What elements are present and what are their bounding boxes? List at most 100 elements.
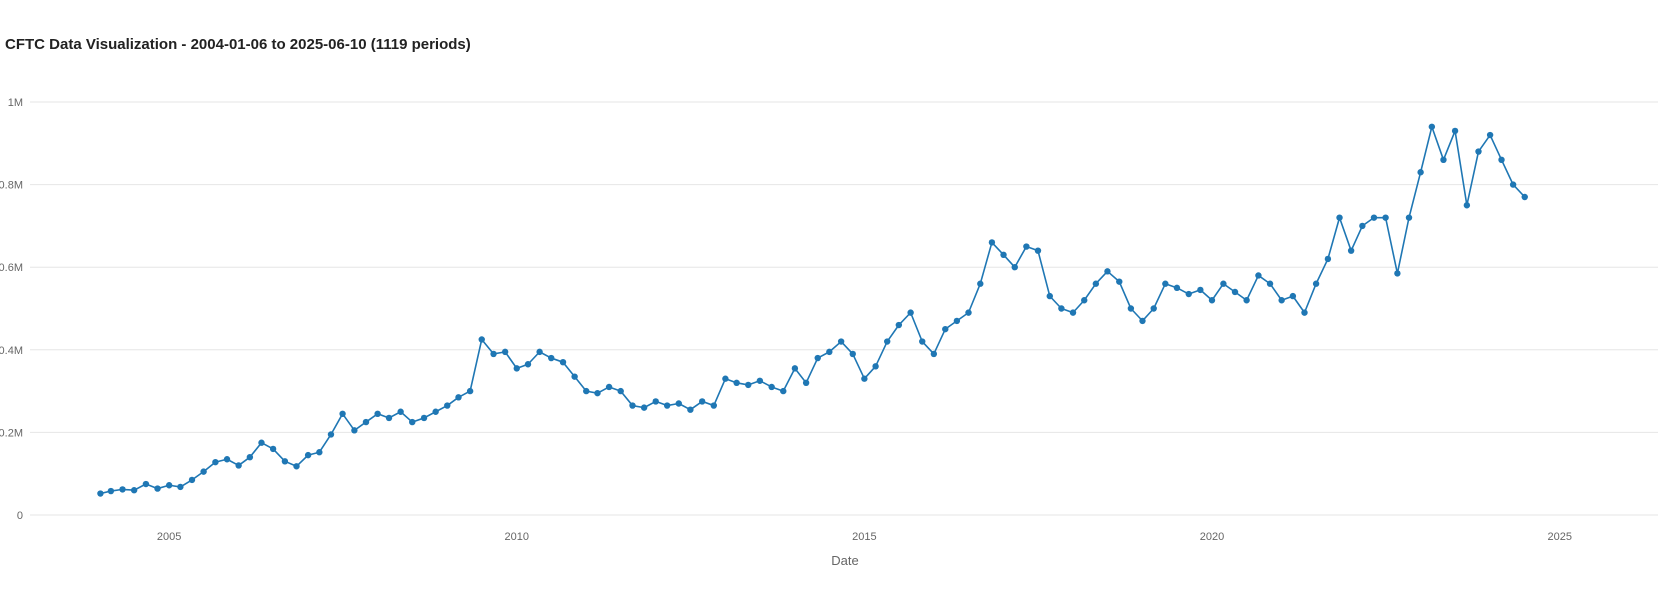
data-point[interactable]	[1405, 214, 1413, 221]
data-point[interactable]	[281, 458, 289, 465]
data-point[interactable]	[1278, 297, 1285, 304]
data-point[interactable]	[826, 348, 833, 356]
data-point[interactable]	[1058, 305, 1065, 312]
data-point[interactable]	[571, 373, 578, 380]
data-point[interactable]	[895, 321, 903, 329]
data-point[interactable]	[802, 379, 810, 387]
data-point[interactable]	[884, 338, 891, 345]
data-point[interactable]	[1069, 309, 1077, 316]
data-point[interactable]	[1451, 127, 1459, 135]
data-point[interactable]	[374, 410, 381, 418]
data-point[interactable]	[722, 375, 729, 382]
data-point[interactable]	[1440, 156, 1447, 164]
data-point[interactable]	[733, 379, 740, 387]
data-point[interactable]	[154, 485, 161, 492]
data-point[interactable]	[97, 490, 104, 497]
data-point[interactable]	[1382, 214, 1389, 221]
data-point[interactable]	[524, 361, 532, 368]
data-point[interactable]	[316, 449, 323, 456]
data-point[interactable]	[942, 325, 949, 333]
data-point[interactable]	[1324, 255, 1332, 263]
data-point[interactable]	[1104, 268, 1111, 275]
data-point[interactable]	[791, 365, 799, 372]
data-point[interactable]	[1023, 243, 1030, 250]
data-point[interactable]	[1463, 202, 1471, 209]
data-point[interactable]	[478, 336, 485, 343]
data-point[interactable]	[339, 410, 346, 418]
data-point[interactable]	[1312, 280, 1320, 287]
data-point[interactable]	[1417, 169, 1424, 176]
data-point[interactable]	[177, 483, 184, 491]
data-point[interactable]	[1127, 305, 1135, 312]
data-point[interactable]	[513, 365, 520, 372]
data-point[interactable]	[351, 427, 358, 434]
data-point[interactable]	[629, 402, 636, 409]
data-point[interactable]	[397, 408, 404, 415]
data-point[interactable]	[142, 480, 150, 488]
data-point[interactable]	[1486, 131, 1494, 139]
data-point[interactable]	[663, 402, 671, 409]
data-point[interactable]	[1231, 288, 1239, 296]
data-point[interactable]	[1092, 280, 1100, 287]
data-point[interactable]	[1173, 284, 1181, 292]
data-point[interactable]	[420, 414, 428, 422]
data-point[interactable]	[455, 394, 462, 401]
data-point[interactable]	[1081, 297, 1088, 304]
data-point[interactable]	[1116, 278, 1123, 285]
data-point[interactable]	[1243, 297, 1250, 304]
data-point[interactable]	[1255, 272, 1262, 279]
data-point[interactable]	[710, 402, 717, 409]
data-point[interactable]	[304, 451, 312, 459]
data-point[interactable]	[362, 418, 370, 426]
data-point[interactable]	[919, 338, 926, 345]
data-point[interactable]	[861, 375, 868, 382]
data-point[interactable]	[107, 487, 115, 495]
data-point[interactable]	[640, 404, 648, 411]
data-point[interactable]	[965, 309, 972, 316]
data-point[interactable]	[988, 239, 996, 246]
data-point[interactable]	[1370, 214, 1378, 221]
data-point[interactable]	[1208, 297, 1216, 304]
data-point[interactable]	[594, 389, 601, 397]
data-point[interactable]	[617, 387, 624, 395]
data-point[interactable]	[1139, 317, 1146, 325]
data-point[interactable]	[675, 400, 682, 407]
data-point[interactable]	[1220, 280, 1227, 287]
data-point[interactable]	[930, 350, 938, 358]
data-point[interactable]	[1359, 222, 1366, 230]
data-point[interactable]	[536, 348, 543, 356]
data-point[interactable]	[258, 439, 265, 446]
data-point[interactable]	[837, 338, 845, 345]
data-point[interactable]	[1011, 264, 1018, 271]
data-point[interactable]	[1150, 305, 1157, 312]
data-point[interactable]	[1162, 280, 1169, 287]
data-point[interactable]	[269, 445, 277, 453]
data-point[interactable]	[1034, 247, 1042, 254]
data-point[interactable]	[1301, 309, 1308, 316]
data-point[interactable]	[583, 387, 590, 395]
data-point[interactable]	[1347, 247, 1355, 254]
data-point[interactable]	[200, 468, 207, 475]
data-point[interactable]	[1336, 214, 1343, 221]
data-point[interactable]	[188, 476, 196, 484]
data-point[interactable]	[235, 462, 242, 469]
data-point[interactable]	[1000, 251, 1007, 259]
data-point[interactable]	[223, 456, 231, 463]
data-point[interactable]	[466, 387, 474, 395]
data-point[interactable]	[385, 414, 393, 422]
data-point[interactable]	[907, 309, 914, 316]
data-point[interactable]	[698, 398, 706, 405]
data-point[interactable]	[501, 348, 509, 356]
data-point[interactable]	[953, 317, 961, 325]
data-point[interactable]	[687, 406, 694, 413]
data-point[interactable]	[444, 402, 451, 409]
data-point[interactable]	[490, 350, 497, 358]
data-point[interactable]	[432, 408, 439, 415]
data-point[interactable]	[1185, 290, 1192, 298]
data-point[interactable]	[119, 486, 126, 493]
data-point[interactable]	[1289, 292, 1297, 300]
data-point[interactable]	[559, 358, 567, 366]
data-point[interactable]	[814, 354, 821, 362]
data-point[interactable]	[1428, 123, 1436, 130]
data-point[interactable]	[327, 431, 335, 438]
